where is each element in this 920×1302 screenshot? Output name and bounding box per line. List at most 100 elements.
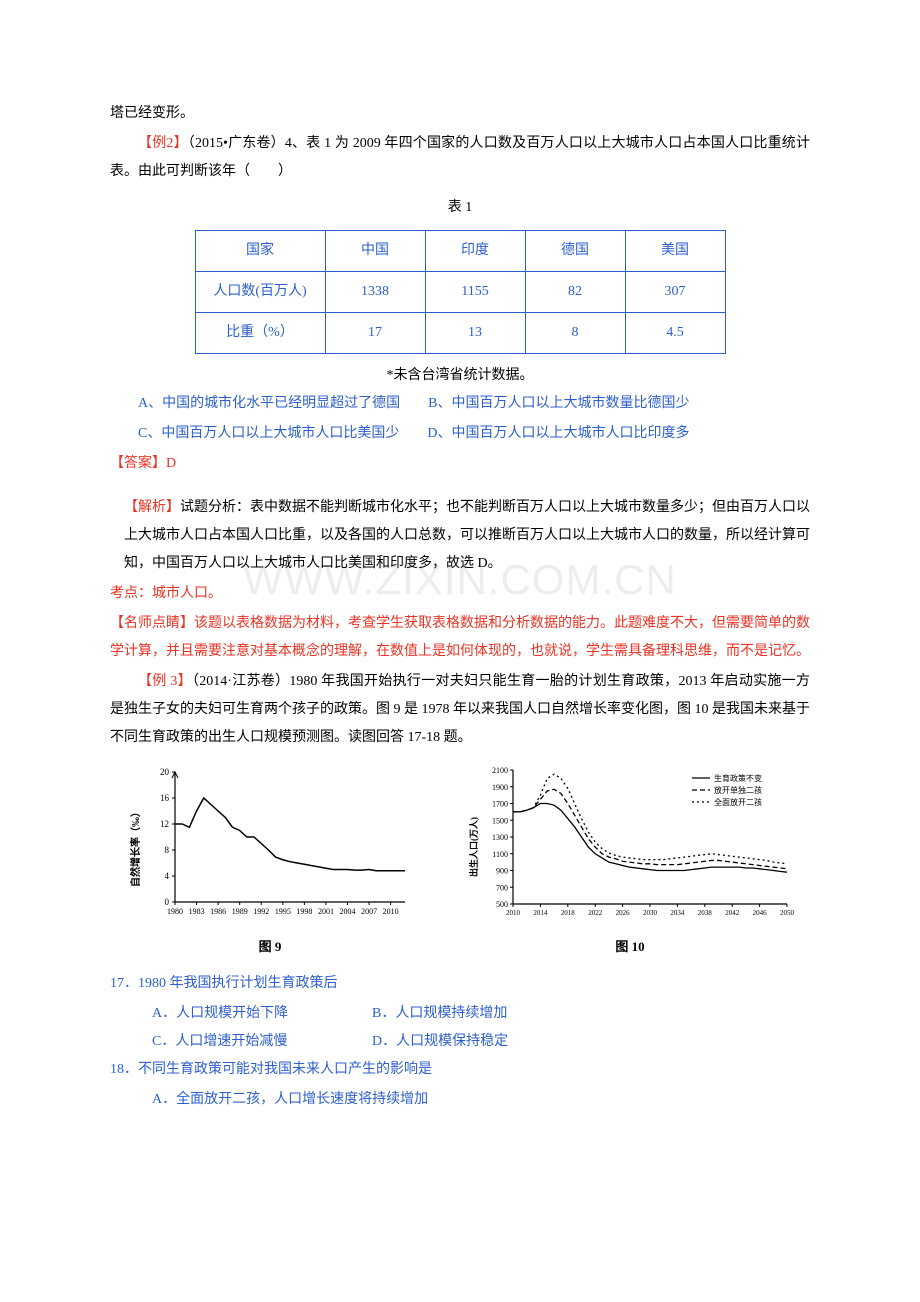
svg-text:2004: 2004 (340, 907, 356, 916)
ex3-source: （2014·江苏卷） (192, 674, 289, 689)
chart9-caption: 图 9 (259, 934, 282, 960)
kaodian-label: 考点： (110, 586, 152, 601)
ex2-source: （2015•广东卷）4、 (188, 136, 306, 151)
svg-text:自然增长率（‰）: 自然增长率（‰） (129, 807, 142, 887)
svg-text:2100: 2100 (492, 766, 508, 775)
svg-text:20: 20 (160, 767, 170, 777)
table1-caption: 表 1 (110, 194, 810, 222)
svg-text:1500: 1500 (492, 816, 508, 825)
svg-text:1980: 1980 (167, 907, 183, 916)
table1-cell: 4.5 (625, 313, 725, 354)
table1-cell: 307 (625, 272, 725, 313)
table1-note: *未含台湾省统计数据。 (110, 362, 810, 390)
q18-stem: 18．不同生育政策可能对我国未来人口产生的影响是 (110, 1056, 810, 1084)
kaodian-text: 城市人口。 (152, 586, 222, 601)
svg-text:2018: 2018 (561, 909, 576, 917)
table1-header-cell: 印度 (425, 231, 525, 272)
q18-options: A．全面放开二孩，人口增长速度将持续增加 (152, 1086, 810, 1114)
analysis-label: 【解析】 (124, 500, 180, 515)
answer-value: D (166, 456, 176, 471)
svg-text:1998: 1998 (296, 907, 312, 916)
svg-text:2050: 2050 (780, 909, 795, 917)
svg-text:1700: 1700 (492, 800, 508, 809)
ex2-option-c: C、中国百万人口以上大城市人口比美国少 (138, 426, 399, 441)
svg-text:12: 12 (160, 819, 169, 829)
teacher-label: 【名师点睛】 (110, 616, 194, 631)
answer-label: 【答案】 (110, 456, 166, 471)
svg-text:2026: 2026 (616, 909, 631, 917)
svg-text:1900: 1900 (492, 783, 508, 792)
q17-d: D．人口规模保持稳定 (372, 1028, 592, 1056)
ex2-option-d: D、中国百万人口以上大城市人口比印度多 (427, 426, 689, 441)
table1-row-label: 比重（%） (195, 313, 325, 354)
ex3-stem: 【例 3】（2014·江苏卷）1980 年我国开始执行一对夫妇只能生育一胎的计划… (110, 668, 810, 752)
svg-text:出生人口(万人): 出生人口(万人) (468, 817, 479, 877)
watermark-region: WWW.ZIXIN.COM.CN 【解析】试题分析：表中数据不能判断城市化水平；… (110, 494, 810, 666)
svg-text:1992: 1992 (253, 907, 269, 916)
q17-a: A．人口规模开始下降 (152, 1000, 372, 1028)
svg-text:1983: 1983 (189, 907, 205, 916)
svg-text:2022: 2022 (588, 909, 603, 917)
chart10-box: 500 700 900 1100 1300 1500 1700 1900 2100 出生人口(万人… (465, 762, 795, 960)
q17-stem: 17．1980 年我国执行计划生育政策后 (110, 970, 810, 998)
svg-text:2030: 2030 (643, 909, 658, 917)
table1-header-cell: 国家 (195, 231, 325, 272)
svg-text:1300: 1300 (492, 833, 508, 842)
svg-text:4: 4 (165, 871, 170, 881)
analysis-prefix: 试题分析： (180, 500, 250, 515)
ex2-option-a: A、中国的城市化水平已经明显超过了德国 (138, 396, 400, 411)
svg-text:2010: 2010 (383, 907, 399, 916)
svg-text:1989: 1989 (232, 907, 248, 916)
svg-text:2038: 2038 (698, 909, 713, 917)
svg-text:2014: 2014 (533, 909, 548, 917)
analysis-line: 【解析】试题分析：表中数据不能判断城市化水平；也不能判断百万人口以上大城市数量多… (110, 494, 810, 578)
table1-cell: 1338 (325, 272, 425, 313)
q17-text: 1980 年我国执行计划生育政策后 (138, 976, 338, 991)
ex2-option-line-1: A、中国的城市化水平已经明显超过了德国 B、中国百万人口以上大城市数量比德国少 (110, 390, 810, 418)
table1: 国家中国印度德国美国人口数(百万人)1338115582307比重（%）1713… (195, 230, 726, 354)
q18-num: 18． (110, 1062, 138, 1077)
svg-text:2001: 2001 (318, 907, 334, 916)
svg-text:2042: 2042 (725, 909, 740, 917)
table1-cell: 82 (525, 272, 625, 313)
svg-text:900: 900 (496, 867, 508, 876)
q17-b: B．人口规模持续增加 (372, 1000, 592, 1028)
chart9-svg: 048121620自然增长率（‰）19801983198619891992199… (125, 762, 415, 932)
svg-text:1986: 1986 (210, 907, 226, 916)
svg-text:生育政策不变: 生育政策不变 (714, 773, 762, 783)
orphan-line: 塔已经变形。 (110, 100, 810, 128)
answer-line: 【答案】D (110, 450, 810, 478)
svg-text:2046: 2046 (753, 909, 768, 917)
svg-text:2034: 2034 (670, 909, 685, 917)
chart10-caption: 图 10 (615, 934, 644, 960)
svg-text:0: 0 (165, 897, 170, 907)
svg-text:500: 500 (496, 900, 508, 909)
kaodian-line: 考点：城市人口。 (110, 580, 810, 608)
teacher-text: 该题以表格数据为材料，考查学生获取表格数据和分析数据的能力。此题难度不大，但需要… (110, 616, 810, 659)
svg-text:2010: 2010 (506, 909, 521, 917)
chart9-box: 048121620自然增长率（‰）19801983198619891992199… (125, 762, 415, 960)
table1-header-cell: 美国 (625, 231, 725, 272)
svg-text:8: 8 (165, 845, 170, 855)
q18-text: 不同生育政策可能对我国未来人口产生的影响是 (138, 1062, 432, 1077)
teacher-line: 【名师点睛】该题以表格数据为材料，考查学生获取表格数据和分析数据的能力。此题难度… (110, 610, 810, 666)
ex2-option-b: B、中国百万人口以上大城市数量比德国少 (428, 396, 689, 411)
svg-text:2007: 2007 (361, 907, 377, 916)
q17-num: 17． (110, 976, 138, 991)
q17-options: A．人口规模开始下降 B．人口规模持续增加 C．人口增速开始减慢 D．人口规模保… (152, 1000, 810, 1056)
ex2-option-line-2: C、中国百万人口以上大城市人口比美国少 D、中国百万人口以上大城市人口比印度多 (110, 420, 810, 448)
q18-a: A．全面放开二孩，人口增长速度将持续增加 (152, 1086, 428, 1114)
table1-cell: 1155 (425, 272, 525, 313)
table1-row-label: 人口数(百万人) (195, 272, 325, 313)
ex2-label: 【例2】 (138, 136, 188, 151)
table1-header-cell: 中国 (325, 231, 425, 272)
table1-cell: 8 (525, 313, 625, 354)
ex3-label: 【例 3】 (138, 674, 192, 689)
q17-c: C．人口增速开始减慢 (152, 1028, 372, 1056)
svg-text:700: 700 (496, 883, 508, 892)
table1-cell: 13 (425, 313, 525, 354)
orphan-text: 塔已经变形。 (110, 106, 194, 121)
charts-row: 048121620自然增长率（‰）19801983198619891992199… (110, 762, 810, 960)
svg-text:1100: 1100 (492, 850, 508, 859)
svg-text:全面放开二孩: 全面放开二孩 (714, 797, 762, 807)
